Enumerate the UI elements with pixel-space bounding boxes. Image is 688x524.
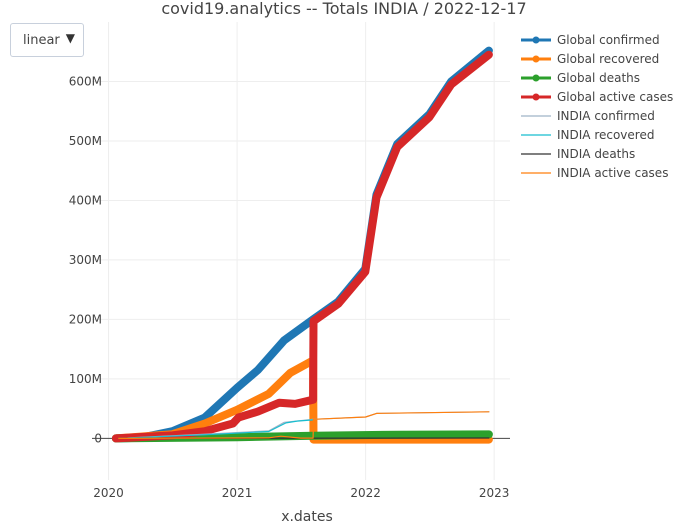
legend-label: INDIA deaths [557, 147, 635, 161]
scale-dropdown-value: linear [23, 33, 60, 48]
legend-item[interactable]: Global deaths [521, 71, 640, 85]
legend-label: Global deaths [557, 71, 640, 85]
chevron-down-icon: ▼ [65, 31, 75, 45]
x-axis-label: x.dates [281, 509, 333, 524]
legend-item[interactable]: INDIA recovered [521, 128, 654, 142]
y-tick-label: 500M [69, 134, 102, 148]
y-tick-label: 400M [69, 193, 102, 207]
legend-item[interactable]: INDIA confirmed [521, 109, 655, 123]
legend-label: INDIA confirmed [557, 109, 655, 123]
series-line-global-active-cases[interactable] [111, 50, 493, 443]
legend-item[interactable]: Global recovered [521, 52, 659, 66]
series-line-india-recovered[interactable] [118, 419, 314, 439]
y-tick-label: 100M [69, 372, 102, 386]
legend-item[interactable]: INDIA deaths [521, 147, 635, 161]
chart-title: covid19.analytics -- Totals INDIA / 2022… [161, 0, 526, 18]
legend-marker [532, 55, 540, 63]
legend-item[interactable]: INDIA active cases [521, 166, 668, 180]
x-tick-label: 2021 [222, 486, 253, 500]
legend-label: INDIA recovered [557, 128, 654, 142]
y-tick-label: 0 [94, 431, 102, 445]
y-tick-label: 200M [69, 312, 102, 326]
legend-marker [532, 93, 540, 101]
y-tick-label: 300M [69, 253, 102, 267]
x-tick-label: 2022 [350, 486, 381, 500]
legend-marker [532, 74, 540, 82]
scale-dropdown[interactable]: linear ▼ [10, 23, 84, 57]
legend-label: Global confirmed [557, 33, 660, 47]
legend-label: Global active cases [557, 90, 673, 104]
x-tick-label: 2020 [93, 486, 124, 500]
x-tick-label: 2023 [479, 486, 510, 500]
legend-marker [532, 36, 540, 44]
legend-label: Global recovered [557, 52, 659, 66]
legend-label: INDIA active cases [557, 166, 668, 180]
legend-item[interactable]: Global active cases [521, 90, 673, 104]
legend-item[interactable]: Global confirmed [521, 33, 660, 47]
y-tick-label: 600M [69, 74, 102, 88]
series-line-india-active-cases[interactable] [118, 411, 490, 439]
